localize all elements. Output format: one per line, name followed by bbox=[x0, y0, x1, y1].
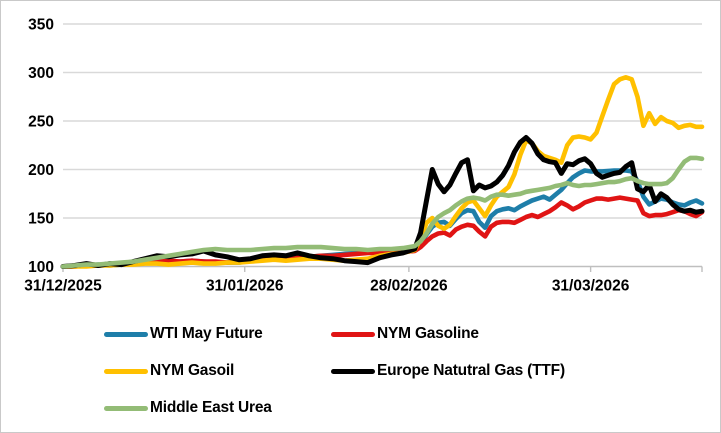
svg-text:150: 150 bbox=[28, 211, 54, 228]
legend-item-europe-natural-gas-ttf[interactable]: Europe Natutral Gas (TTF) bbox=[331, 360, 565, 382]
svg-text:300: 300 bbox=[28, 65, 54, 82]
x-axis: 31/12/2025 31/01/2026 28/02/2026 31/03/2026 bbox=[24, 266, 703, 295]
middle-east-urea-line-swatch-icon bbox=[104, 405, 148, 411]
svg-text:31/12/2025: 31/12/2025 bbox=[24, 278, 102, 295]
legend-item-middle-east-urea[interactable]: Middle East Urea bbox=[104, 397, 272, 419]
svg-text:100: 100 bbox=[28, 259, 54, 276]
svg-text:200: 200 bbox=[28, 162, 54, 179]
chart-plot-area[interactable]: 100 150 200 250 300 350 31/12/2025 31/01/2026 28… bbox=[1, 1, 721, 317]
series-line-europe-natutral-gas-ttf[interactable] bbox=[60, 135, 705, 269]
legend-label-middle-east-urea: Middle East Urea bbox=[150, 399, 272, 416]
wti-line-swatch-icon bbox=[104, 331, 148, 337]
legend-label-nym-gasoil: NYM Gasoil bbox=[150, 362, 235, 379]
legend-item-nym-gasoil[interactable]: NYM Gasoil bbox=[104, 360, 234, 382]
legend-item-wti-may-future[interactable]: WTI May Future bbox=[104, 323, 263, 345]
legend-label-wti-may-future: WTI May Future bbox=[150, 325, 263, 342]
legend-item-nym-gasoline[interactable]: NYM Gasoline bbox=[331, 323, 479, 345]
svg-text:31/01/2026: 31/01/2026 bbox=[206, 278, 284, 295]
y-axis-labels: 100 150 200 250 300 350 bbox=[28, 17, 54, 277]
svg-text:28/02/2026: 28/02/2026 bbox=[370, 278, 448, 295]
legend-label-europe-natural-gas-ttf: Europe Natutral Gas (TTF) bbox=[377, 362, 565, 379]
svg-text:350: 350 bbox=[28, 17, 54, 34]
legend-label-nym-gasoline: NYM Gasoline bbox=[377, 325, 479, 342]
nym-gasoline-line-swatch-icon bbox=[331, 331, 375, 337]
svg-text:250: 250 bbox=[28, 114, 54, 131]
series-line-nym-gasoil[interactable] bbox=[60, 75, 705, 269]
gridlines bbox=[63, 23, 702, 268]
svg-text:31/03/2026: 31/03/2026 bbox=[552, 278, 630, 295]
nym-gasoil-line-swatch-icon bbox=[104, 368, 148, 374]
europe-natural-gas-line-swatch-icon bbox=[331, 368, 375, 374]
series-line-middle-east-urea[interactable] bbox=[60, 155, 705, 269]
